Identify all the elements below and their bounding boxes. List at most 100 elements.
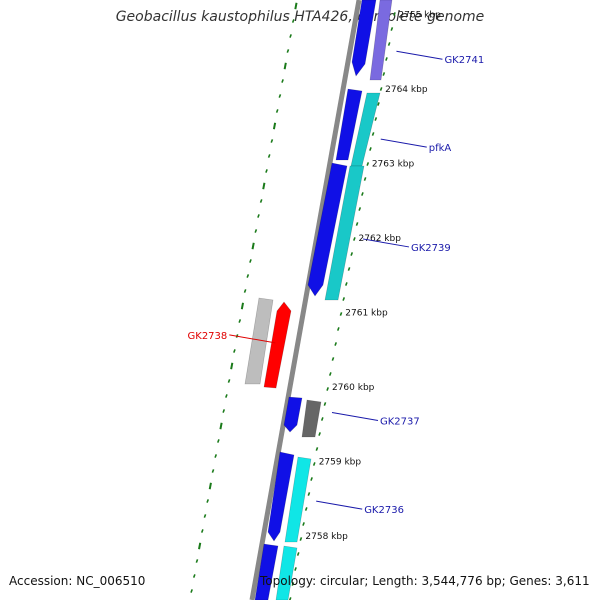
kbp-label: 2760 kbp: [332, 383, 375, 393]
tick-mark: [283, 62, 287, 70]
genome-summary-text: Topology: circular; Length: 3,544,776 bp…: [260, 574, 590, 588]
tick-mark: [328, 372, 332, 376]
tick-mark: [246, 274, 250, 278]
tick-mark: [320, 417, 324, 421]
tick-mark: [265, 169, 268, 173]
tick-mark: [377, 102, 380, 106]
tick-mark: [345, 282, 348, 286]
tick-mark: [385, 57, 388, 61]
gene-label: GK2741: [444, 55, 484, 66]
tick-mark: [304, 507, 308, 511]
kbp-label: 2762 kbp: [359, 234, 402, 244]
tick-mark: [379, 87, 383, 91]
tick-mark: [366, 162, 370, 166]
gene-feature-blue: [254, 543, 279, 600]
tick-mark: [249, 259, 252, 263]
tick-mark: [302, 522, 305, 526]
tick-mark: [315, 447, 319, 451]
tick-mark: [358, 207, 362, 211]
tick-mark: [238, 319, 242, 323]
gene-feature-blue: [351, 0, 377, 77]
gene-leader-line: [396, 50, 443, 60]
tick-mark: [219, 422, 223, 430]
gene-label: GK2736: [364, 505, 404, 516]
gene-feature-blue: [283, 396, 303, 433]
gene-leader-line: [380, 138, 427, 148]
gene-feature-blue: [335, 88, 363, 161]
tick-mark: [243, 289, 247, 293]
genome-backbone: [249, 0, 362, 600]
gene-feature-bright-cyan: [275, 545, 298, 600]
tick-mark: [323, 402, 327, 406]
tick-mark: [336, 327, 340, 331]
tick-mark: [267, 154, 271, 158]
tick-mark: [334, 342, 338, 346]
tick-mark: [190, 589, 193, 593]
tick-mark: [270, 139, 274, 143]
tick-mark: [214, 454, 218, 458]
tick-mark: [294, 567, 297, 571]
tick-mark: [289, 34, 292, 38]
tick-mark: [233, 349, 236, 353]
tick-mark: [342, 297, 346, 301]
tick-mark: [361, 192, 364, 196]
tick-mark: [355, 222, 359, 226]
tick-mark: [259, 199, 263, 203]
kbp-label: 2759 kbp: [319, 458, 362, 468]
tick-mark: [222, 409, 226, 413]
gene-leader-line: [331, 412, 379, 422]
tick-mark: [288, 597, 292, 600]
tick-mark: [310, 477, 313, 481]
gene-leader-line: [229, 334, 276, 344]
kbp-label: 2764 kbp: [385, 85, 428, 95]
tick-mark: [286, 49, 290, 53]
tick-mark: [387, 42, 391, 46]
tick-mark: [225, 394, 228, 398]
tick-mark: [339, 312, 343, 316]
tick-mark: [307, 492, 311, 496]
gene-feature-purple: [369, 0, 393, 81]
tick-mark: [195, 559, 199, 563]
tick-mark: [217, 439, 220, 443]
tick-mark: [281, 79, 284, 83]
tick-mark: [230, 362, 234, 370]
tick-mark: [257, 214, 260, 218]
gene-features: [244, 0, 393, 600]
tick-mark: [312, 462, 316, 466]
tick-mark: [369, 147, 372, 151]
gene-feature-red: [263, 301, 292, 389]
tick-mark: [374, 117, 378, 121]
tick-mark: [198, 542, 202, 550]
gene-label: GK2738: [188, 331, 228, 342]
tick-mark: [200, 529, 204, 533]
tick-mark: [382, 72, 386, 76]
gene-feature-blue: [307, 162, 348, 297]
gene-feature-blue: [267, 451, 295, 542]
tick-mark: [278, 94, 282, 98]
tick-mark: [318, 432, 321, 436]
tick-mark: [203, 514, 207, 518]
tick-mark: [272, 122, 277, 130]
kbp-label: 2758 kbp: [305, 532, 348, 542]
gene-label: pfkA: [429, 143, 452, 154]
gene-feature-bright-cyan: [284, 456, 312, 543]
tick-mark: [390, 27, 394, 31]
gene-labels: GK2741 pfkA GK2739 GK2738 GK2737 GK2736: [188, 50, 484, 516]
map-title: Geobacillus kaustophilus HTA426, complet…: [115, 9, 485, 25]
gene-feature-grey: [301, 399, 322, 438]
tick-mark: [192, 574, 196, 578]
tick-mark: [206, 499, 210, 503]
tick-mark: [254, 229, 258, 233]
tick-mark: [363, 177, 367, 181]
tick-mark: [393, 12, 396, 16]
tick-mark: [240, 302, 245, 310]
tick-mark: [291, 582, 295, 586]
gene-feature-grey: [244, 297, 274, 385]
tick-mark: [294, 2, 298, 10]
gene-leader-line: [316, 500, 363, 510]
tick-mark: [262, 182, 266, 190]
tick-mark: [299, 537, 303, 541]
gene-label: GK2739: [411, 243, 451, 254]
tick-mark: [371, 132, 375, 136]
